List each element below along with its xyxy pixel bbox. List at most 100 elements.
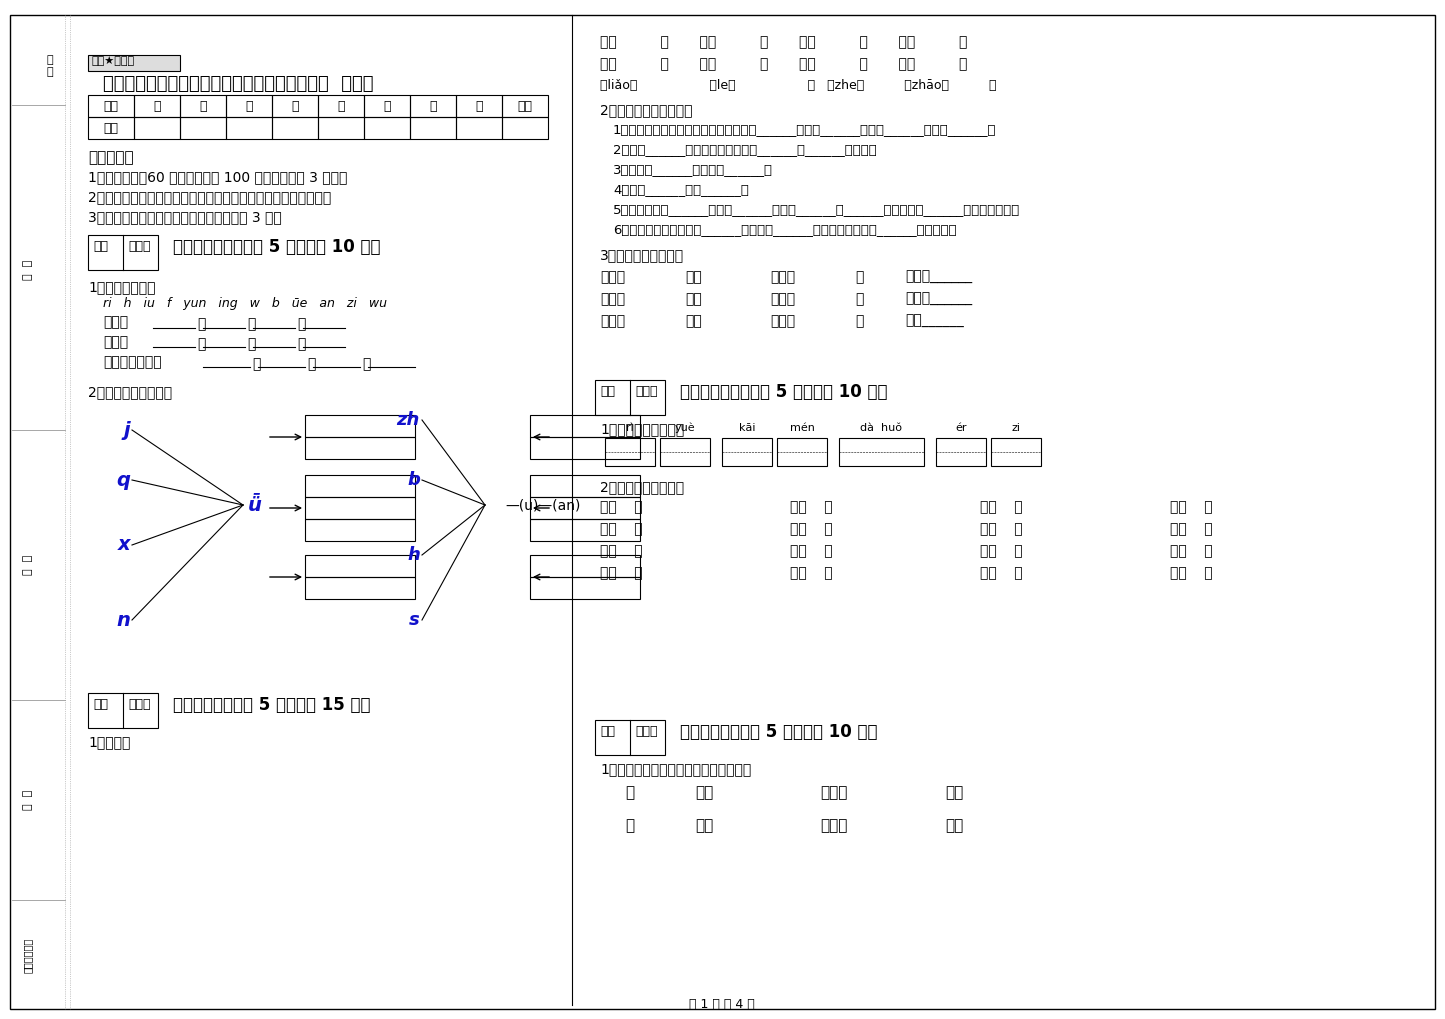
Text: 干（    ）: 干（ ） [600,522,643,536]
Text: 六: 六 [383,100,390,112]
Text: h: h [407,546,420,564]
Bar [501,95,548,117]
Text: 得分: 得分 [92,240,108,253]
Text: x: x [117,536,130,554]
Bar [991,438,1040,466]
Bar [134,117,181,139]
Text: 4、众人______，黄______。: 4、众人______，黄______。 [613,183,749,196]
Text: 题
签: 题 签 [46,55,53,76]
Text: 得（    ）: 得（ ） [600,544,643,558]
Text: 1、宋代的寇准七岁时写了一首诗：只有______，更无______。举头______，回首______。: 1、宋代的寇准七岁时写了一首诗：只有______，更无______。举头____… [613,123,997,136]
Text: kāi: kāi [738,423,756,433]
Bar [722,438,772,466]
Text: 评卷人: 评卷人 [634,725,657,738]
Text: 妈（    ）: 妈（ ） [1170,500,1212,514]
Text: 四: 四 [292,100,299,112]
Text: 评卷人: 评卷人 [129,698,150,711]
Bar [364,95,410,117]
Text: s: s [409,611,420,629]
Text: 、: 、 [197,317,205,331]
Text: 地（    ）: 地（ ） [980,544,1023,558]
Text: 班  级: 班 级 [23,555,33,575]
Bar [318,117,364,139]
Text: 牛（    ）: 牛（ ） [980,522,1023,536]
Bar [530,555,640,577]
Text: 得分: 得分 [92,698,108,711]
Bar [225,95,272,117]
Text: 5、夏天来了，______风大，______雨多。______和______都成熟了。______花和花都开了。: 5、夏天来了，______风大，______雨多。______和______都成… [613,203,1020,216]
Text: 千（    ）: 千（ ） [600,500,643,514]
Bar [530,415,640,437]
Bar [272,95,318,117]
Text: 了liǎo（                  ）le（                  ）   着zhe（          ）zhāo（         : 了liǎo（ ）le（ ） 着zhe（ ）zhāo（ [600,79,997,92]
Bar [305,415,415,437]
Bar [88,693,158,728]
Text: 可爱的: 可爱的 [819,818,847,833]
Text: yuè: yuè [675,423,695,433]
Text: 2、给下列生字组词。: 2、给下列生字组词。 [600,480,683,494]
Text: 得分: 得分 [600,725,616,738]
Text: 贝壳: 贝壳 [695,785,714,800]
Text: 学: 学 [855,314,863,328]
Text: 1、按要求分类。: 1、按要求分类。 [88,280,156,294]
Bar [272,117,318,139]
Text: 八: 八 [475,100,483,112]
Text: q: q [116,471,130,489]
Text: 游: 游 [855,270,863,284]
Bar [318,95,364,117]
Bar [181,95,225,117]
Text: 考试须知：: 考试须知： [88,150,133,165]
Bar [840,438,923,466]
Bar [530,577,640,599]
Bar [364,117,410,139]
Bar [530,519,640,541]
Bar [305,475,415,497]
Text: 他（    ）: 他（ ） [980,566,1023,580]
Text: n: n [116,610,130,630]
Text: 情（          ）       原（          ）       很（          ）       新（          ）: 情（ ） 原（ ） 很（ ） 新（ ） [600,57,967,71]
Text: 姓  名: 姓 名 [23,260,33,280]
Text: 住（    ）: 住（ ） [790,566,832,580]
Text: 、: 、 [298,317,305,331]
Text: 、: 、 [306,357,315,371]
Text: 玻璃: 玻璃 [685,270,702,284]
Text: zh: zh [396,411,420,429]
Text: 、: 、 [363,357,370,371]
Text: 1、组词。: 1、组词。 [88,735,130,749]
Bar [530,437,640,459]
Text: 二、填空题（每题 5 分，共计 15 分）: 二、填空题（每题 5 分，共计 15 分） [173,696,370,714]
Bar [410,95,457,117]
Text: 刻苦地: 刻苦地 [770,292,795,306]
Bar [305,577,415,599]
Text: 精彩的: 精彩的 [600,314,626,328]
Text: 五: 五 [337,100,345,112]
Text: 一: 一 [153,100,160,112]
Text: 小虫: 小虫 [695,818,714,833]
Text: 秀（    ）: 秀（ ） [1170,544,1212,558]
Text: 1、你能照样子，把词语用线连起来吗？: 1、你能照样子，把词语用线连起来吗？ [600,762,751,776]
Text: j: j [123,421,130,439]
Text: 一、拼音部分（每题 5 分，共计 10 分）: 一、拼音部分（每题 5 分，共计 10 分） [173,238,380,256]
Text: 香（    ）: 香（ ） [1170,566,1212,580]
Text: 评卷人: 评卷人 [634,385,657,398]
Text: 四、连一连（每题 5 分，共计 10 分）: 四、连一连（每题 5 分，共计 10 分） [681,723,877,741]
Text: 七: 七 [429,100,436,112]
Bar [305,519,415,541]
Bar [410,117,457,139]
Bar [181,117,225,139]
Text: 整体认读音节：: 整体认读音节： [103,355,162,369]
Text: 得分: 得分 [600,385,616,398]
Bar [88,117,134,139]
Text: ér: ér [955,423,967,433]
Text: 乡镇（街道）: 乡镇（街道） [23,937,33,972]
Bar [305,437,415,459]
Text: 快乐地: 快乐地 [770,314,795,328]
Text: ǖ: ǖ [249,495,262,515]
Text: 学  校: 学 校 [23,790,33,810]
Text: 题号: 题号 [104,100,118,112]
Text: 洗: 洗 [626,785,634,800]
Text: 树苗: 树苗 [685,314,702,328]
Text: 第 1 页 共 4 页: 第 1 页 共 4 页 [689,999,754,1012]
Text: 2、你会填吗？试一试。: 2、你会填吗？试一试。 [600,103,692,117]
Text: 韵母：: 韵母： [103,335,129,348]
